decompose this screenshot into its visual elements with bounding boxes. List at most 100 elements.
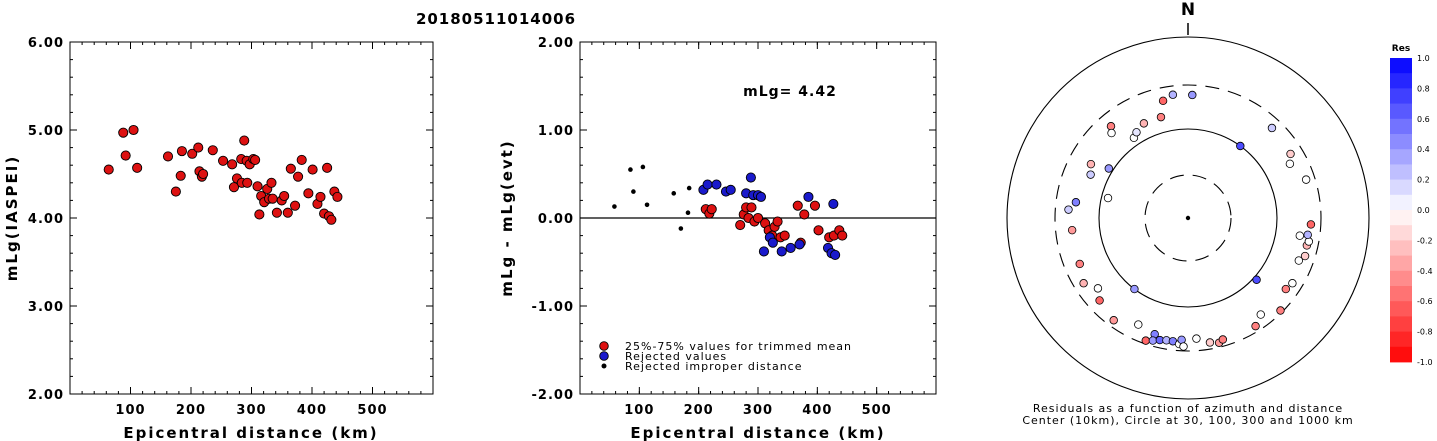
station-residual-point (1109, 316, 1118, 325)
y-tick-label: 0.00 (538, 212, 574, 227)
data-point-rejected-distance (671, 191, 677, 196)
colorbar-cell (1390, 255, 1412, 272)
data-point (132, 162, 143, 173)
data-point (285, 163, 296, 174)
station-residual-point (1067, 225, 1077, 235)
data-point (252, 181, 263, 192)
station-residual-point (1285, 159, 1295, 169)
x-tick-label: 100 (624, 403, 654, 418)
colorbar-cell (1390, 58, 1412, 74)
station-residual-point (1156, 112, 1166, 122)
data-point (322, 162, 333, 173)
polar-center (1185, 215, 1191, 221)
residual-panel: -2.00 -1.00 0.00 1.00 2.00 100 200 300 400 500 m… (498, 36, 937, 441)
data-point (279, 190, 290, 202)
data-point (290, 200, 301, 211)
data-point-rejected-distance (612, 204, 617, 209)
station-residual-point (1286, 149, 1295, 159)
x-tick-label: 400 (297, 403, 327, 418)
north-label: N (1181, 0, 1195, 20)
data-point (239, 135, 250, 146)
data-point (332, 191, 343, 202)
colorbar-cell (1390, 118, 1412, 135)
station-residual-point (1148, 336, 1158, 345)
colorbar-tick-label: 0.8 (1417, 84, 1430, 93)
y-tick-label: -2.00 (532, 388, 574, 403)
mlg-iaspei-panel: 2.00 3.00 4.00 5.00 6.00 100 200 300 400 500 Epi… (3, 36, 434, 441)
colorbar-cell (1390, 149, 1412, 165)
data-point-rejected (785, 242, 796, 253)
station-residual-point (1252, 275, 1261, 284)
colorbar-cell (1390, 103, 1412, 120)
y-tick-label: 1.00 (538, 124, 574, 139)
data-point-rejected (830, 249, 841, 261)
data-point (792, 200, 803, 211)
data-point-rejected (794, 239, 805, 250)
station-residual-point (1075, 259, 1084, 269)
data-point-rejected-distance (640, 164, 646, 170)
x-tick-label: 100 (115, 403, 145, 418)
station-residual-point (1130, 284, 1139, 294)
x-axis-label: Epicentral distance (km) (123, 424, 378, 441)
colorbar-cell (1390, 316, 1412, 332)
station-residual-point (1303, 230, 1312, 240)
data-point (837, 230, 848, 241)
colorbar-cell (1390, 88, 1412, 104)
figure-title: 20180511014006 (416, 10, 576, 28)
data-point (799, 209, 810, 220)
station-residual-point (1086, 159, 1096, 169)
magnitude-annotation: mLg= 4.42 (743, 84, 837, 100)
station-residual-point (1300, 251, 1310, 261)
data-point-rejected (711, 179, 722, 190)
data-point-rejected-distance (644, 202, 650, 208)
colorbar-cell (1390, 73, 1412, 89)
station-residual-point (1294, 256, 1304, 265)
colorbar-tick-label: 0.0 (1417, 206, 1430, 215)
station-residual-point (1139, 119, 1149, 128)
station-residual-point (1188, 90, 1197, 100)
station-residual-point (1205, 338, 1215, 347)
station-residual-point (1251, 321, 1260, 331)
data-point (706, 204, 717, 215)
station-residual-point (1218, 335, 1228, 344)
data-point (170, 186, 181, 197)
colorbar-tick-label: -0.6 (1417, 297, 1433, 306)
colorbar-cell (1390, 194, 1412, 211)
legend-red-marker (599, 341, 609, 351)
x-tick-label: 300 (743, 403, 773, 418)
colorbar-tick-label: 1.0 (1417, 54, 1430, 63)
x-tick-label: 500 (357, 403, 387, 418)
data-point (779, 230, 790, 241)
legend-black-marker (601, 363, 607, 369)
distance-ring (1098, 128, 1278, 308)
colorbar-tick-label: 0.6 (1417, 115, 1430, 124)
x-tick-label: 400 (802, 403, 832, 418)
data-point (809, 200, 821, 211)
data-point (162, 151, 174, 162)
data-point (242, 177, 253, 188)
station-residual-point (1168, 90, 1178, 99)
data-point (254, 209, 265, 220)
data-point-rejected-distance (678, 226, 684, 231)
data-point-rejected-distance (631, 189, 636, 194)
data-point (193, 142, 204, 153)
data-point-rejected (745, 172, 756, 183)
y-tick-label: 5.00 (28, 124, 64, 139)
data-point (326, 214, 337, 225)
station-residual-point (1104, 164, 1113, 173)
data-point (227, 159, 238, 170)
y-tick-label: 2.00 (538, 36, 574, 51)
data-point (746, 202, 757, 213)
station-residual-point (1301, 175, 1311, 184)
colorbar-cell (1390, 164, 1412, 180)
polar-residual-panel: N Residuals as a function of azimuth and… (1006, 0, 1370, 427)
data-point (187, 148, 198, 159)
data-point-rejected (758, 246, 769, 257)
data-point (198, 168, 209, 180)
data-point-rejected (776, 246, 787, 257)
x-axis-label: Epicentral distance (km) (630, 424, 885, 441)
data-point-rejected (755, 191, 767, 202)
station-residual-point (1095, 296, 1104, 305)
y-tick-label: 4.00 (28, 212, 64, 227)
